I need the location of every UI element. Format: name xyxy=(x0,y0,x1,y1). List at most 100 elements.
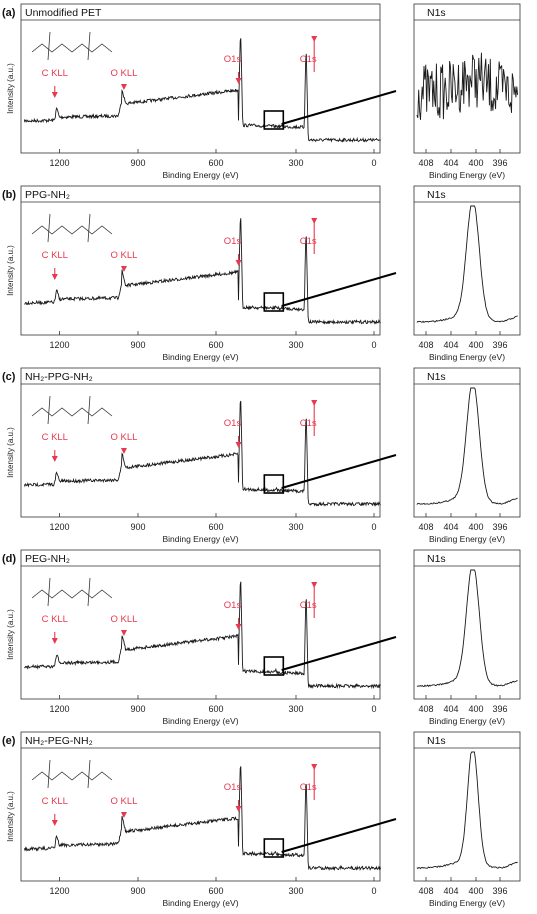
zoom-connector-line xyxy=(281,272,397,307)
panel-e: (e) NH₂-PEG-NH₂ Intensity (a.u.) 1200 900 600… xyxy=(2,731,521,908)
zoom-region-box xyxy=(263,838,285,858)
x-tick-label: 600 xyxy=(208,704,223,714)
peak-annotation: C1s xyxy=(300,418,317,429)
peak-annotation: C KLL xyxy=(42,614,68,625)
annotation-arrow-head xyxy=(311,582,318,588)
inset-plot-frame xyxy=(413,549,521,700)
chemical-structure-drawing xyxy=(31,759,113,789)
annotation-arrow-head xyxy=(311,764,318,770)
inset-x-axis-label: Binding Energy (eV) xyxy=(429,352,505,362)
x-tick-label: 0 xyxy=(371,704,376,714)
y-axis-label: Intensity (a.u.) xyxy=(6,791,15,842)
inset-n1s-spectrum-line xyxy=(416,751,518,870)
x-tick-label: 900 xyxy=(130,704,145,714)
peak-annotation: O KLL xyxy=(110,796,137,807)
main-plot-frame xyxy=(20,731,381,882)
x-tick-label: 0 xyxy=(371,886,376,896)
panel-letter: (b) xyxy=(2,189,16,201)
main-plot-frame xyxy=(20,3,381,154)
x-tick-label: 900 xyxy=(130,522,145,532)
inset-x-tick-label: 396 xyxy=(492,340,507,350)
annotation-arrow-head xyxy=(235,260,242,266)
annotation-arrow-head xyxy=(51,92,58,98)
inset-x-tick-label: 400 xyxy=(468,158,483,168)
chemical-structure-drawing xyxy=(31,31,113,61)
inset-x-tick-label: 404 xyxy=(443,158,458,168)
inset-x-tick-label: 404 xyxy=(443,340,458,350)
x-tick-label: 0 xyxy=(371,340,376,350)
inset-x-tick-label: 404 xyxy=(443,886,458,896)
inset-x-tick-label: 408 xyxy=(418,522,433,532)
x-tick-label: 1200 xyxy=(49,158,69,168)
x-tick-label: 300 xyxy=(288,704,303,714)
zoom-connector-line xyxy=(281,454,397,489)
annotation-arrow-head xyxy=(235,442,242,448)
inset-x-tick-label: 400 xyxy=(468,522,483,532)
peak-annotation: O1s xyxy=(224,782,242,793)
x-tick-label: 600 xyxy=(208,340,223,350)
survey-spectrum-line xyxy=(23,766,382,872)
inset-x-tick-label: 396 xyxy=(492,886,507,896)
panel-c: (c) NH₂-PPG-NH₂ Intensity (a.u.) 1200 900 600… xyxy=(2,367,521,544)
x-tick-label: 900 xyxy=(130,340,145,350)
annotation-arrow-head xyxy=(235,78,242,84)
annotation-arrow-head xyxy=(51,456,58,462)
zoom-connector-line xyxy=(281,636,397,671)
zoom-region-box xyxy=(263,292,285,312)
inset-x-axis-label: Binding Energy (eV) xyxy=(429,716,505,726)
x-tick-label: 300 xyxy=(288,522,303,532)
inset-x-tick-label: 404 xyxy=(443,522,458,532)
peak-annotation: O KLL xyxy=(110,432,137,443)
survey-spectrum-line xyxy=(24,581,381,690)
annotation-arrow-head xyxy=(235,806,242,812)
peak-annotation: O1s xyxy=(224,418,242,429)
inset-n1s-spectrum-line xyxy=(416,52,519,120)
panel-letter: (a) xyxy=(2,7,16,19)
x-tick-label: 300 xyxy=(288,158,303,168)
panel-letter: (d) xyxy=(2,553,16,565)
zoom-connector-line xyxy=(281,90,397,125)
x-axis-label: Binding Energy (eV) xyxy=(162,898,238,908)
x-tick-label: 600 xyxy=(208,522,223,532)
x-tick-label: 0 xyxy=(371,522,376,532)
peak-annotation: C KLL xyxy=(42,250,68,261)
inset-x-tick-label: 400 xyxy=(468,704,483,714)
peak-annotation: O KLL xyxy=(110,614,137,625)
x-axis-label: Binding Energy (eV) xyxy=(162,716,238,726)
inset-n1s-spectrum-line xyxy=(416,387,518,505)
peak-annotation: C KLL xyxy=(42,796,68,807)
peak-annotation: C KLL xyxy=(42,68,68,79)
panel-a: (a) Unmodified PET Intensity (a.u.) 1200 900… xyxy=(2,3,521,180)
inset-x-axis-label: Binding Energy (eV) xyxy=(429,898,505,908)
inset-title: N1s xyxy=(427,735,446,747)
x-tick-label: 0 xyxy=(371,158,376,168)
annotation-arrow-head xyxy=(51,274,58,280)
peak-annotation: O1s xyxy=(224,54,242,65)
x-tick-label: 900 xyxy=(130,886,145,896)
survey-spectrum-line xyxy=(23,400,381,507)
x-tick-label: 300 xyxy=(288,340,303,350)
x-tick-label: 1200 xyxy=(49,704,69,714)
inset-title: N1s xyxy=(427,553,446,565)
annotation-arrow-head xyxy=(120,84,127,90)
peak-annotation: O1s xyxy=(224,236,242,247)
zoom-region-box xyxy=(263,656,285,676)
inset-x-tick-label: 408 xyxy=(418,158,433,168)
peak-annotation: C1s xyxy=(300,54,317,65)
x-tick-label: 1200 xyxy=(49,340,69,350)
inset-plot-frame xyxy=(413,731,521,882)
inset-x-tick-label: 396 xyxy=(492,522,507,532)
x-tick-label: 300 xyxy=(288,886,303,896)
x-tick-label: 600 xyxy=(208,158,223,168)
inset-x-axis-label: Binding Energy (eV) xyxy=(429,534,505,544)
annotation-arrow-head xyxy=(51,638,58,644)
inset-x-tick-label: 400 xyxy=(468,340,483,350)
x-tick-label: 600 xyxy=(208,886,223,896)
panel-d: (d) PEG-NH₂ Intensity (a.u.) 1200 900 600 300 0… xyxy=(2,549,521,726)
survey-spectrum-line xyxy=(24,218,381,325)
y-axis-label: Intensity (a.u.) xyxy=(6,609,15,660)
panel-title: PPG-NH₂ xyxy=(25,189,70,201)
annotation-arrow-head xyxy=(120,448,127,454)
panel-title: Unmodified PET xyxy=(25,7,102,19)
inset-n1s-spectrum-line xyxy=(416,569,518,688)
